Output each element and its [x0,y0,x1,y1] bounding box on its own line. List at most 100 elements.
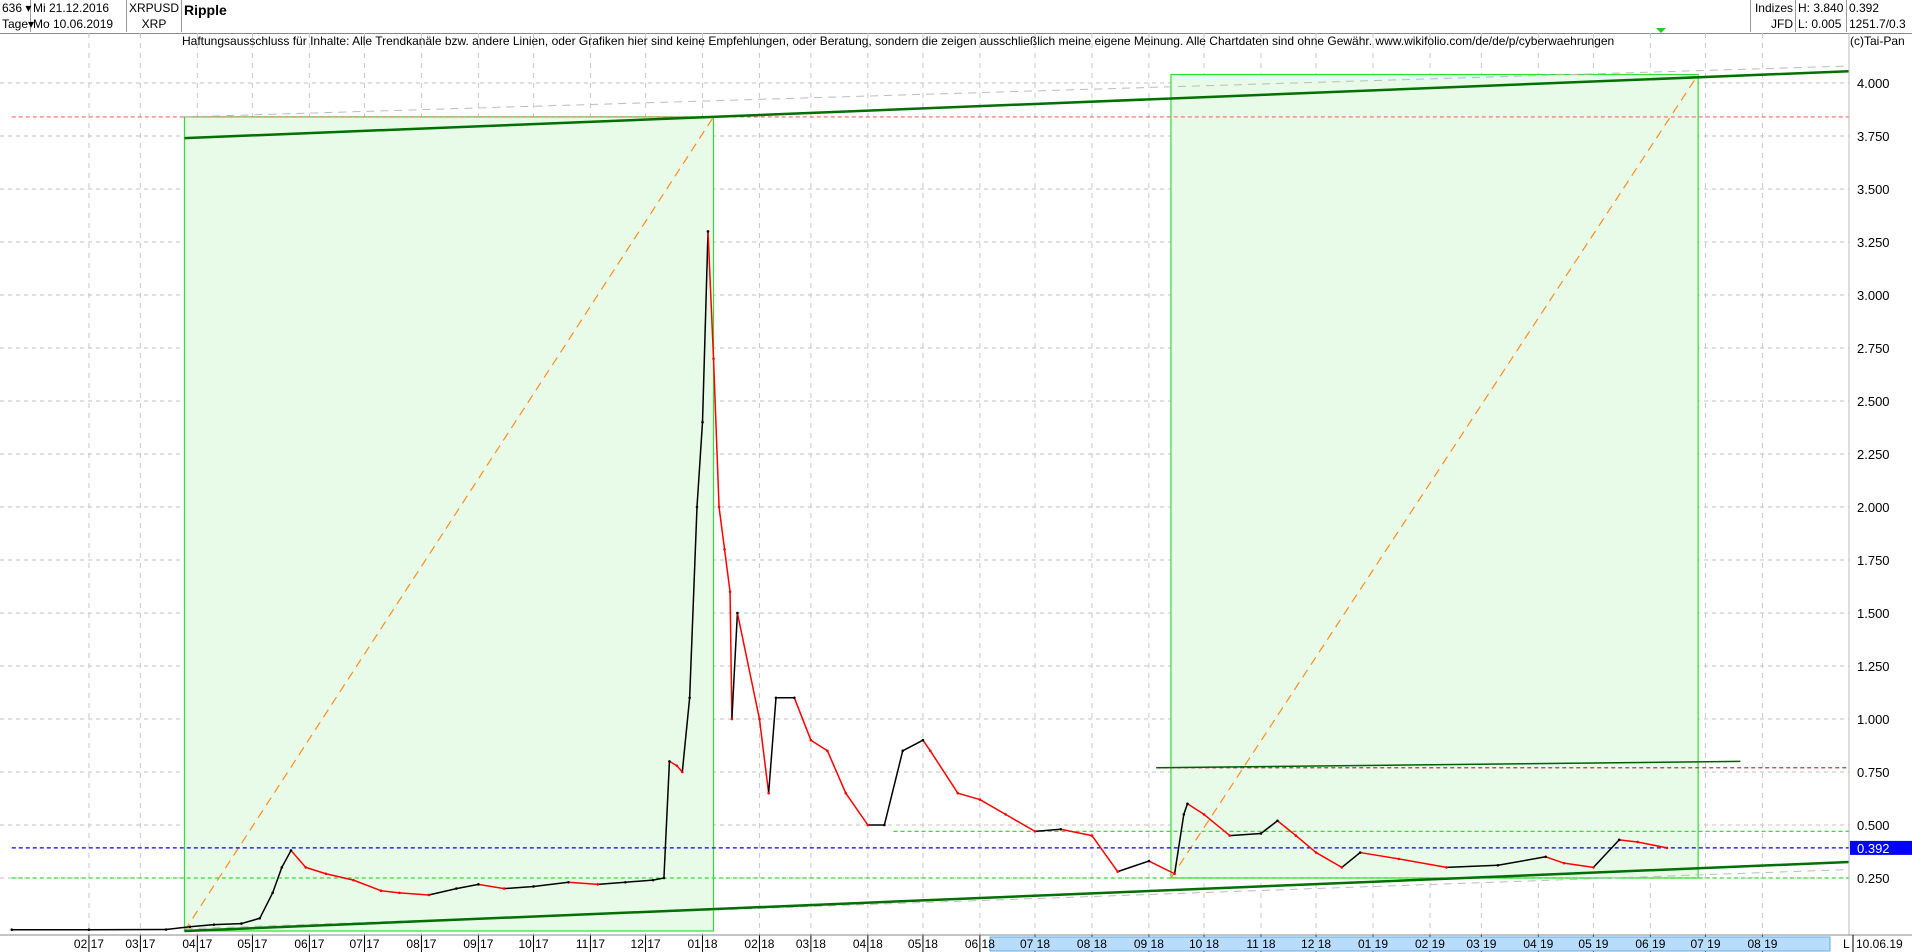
scrollbar[interactable] [989,936,1831,952]
price-point [736,611,739,615]
current-date: 10.06.19 [1856,937,1903,951]
x-tick-label: 09 17 [463,937,493,951]
price-segment [681,697,691,773]
x-tick-label: 07 19 [1690,937,1720,951]
price-segment [305,866,327,875]
price-segment [1187,803,1205,816]
price-point [1202,813,1206,816]
price-point [1445,866,1448,869]
price-segment [1148,860,1175,875]
price-point [706,230,710,233]
y-tick-label: 1.250 [1857,659,1890,674]
symbol-short: XRP [127,16,182,32]
price-segment [568,881,598,886]
price-point [695,505,699,509]
price-segment [399,892,429,896]
x-tick-label: 02 17 [74,937,104,951]
x-tick-label: 10 17 [518,937,548,951]
x-tick-label: 05 18 [908,937,938,951]
price-point [1276,819,1279,823]
price-segment [259,892,274,919]
price-segment [213,922,242,926]
price-point [921,738,925,742]
price-segment [729,591,733,720]
x-tick-label: 03 17 [125,937,155,951]
price-point [1397,857,1401,861]
price-point [675,764,679,767]
x-tick-label: 06 19 [1635,937,1665,951]
price-segment [456,883,479,890]
price-point [1544,855,1547,859]
channel-guide [184,869,1849,930]
price-point [304,866,308,869]
price-segment [1563,862,1594,869]
price-segment [478,883,505,890]
trend-line [184,69,1849,140]
bar-count-select[interactable]: 636 ▾ [2,0,32,16]
price-point [1665,846,1669,850]
price-point [1004,813,1007,816]
price-point [1562,861,1566,865]
price-segment [353,879,382,892]
price-point [258,916,262,920]
y-tick-label: 2.250 [1857,447,1890,462]
price-segment [810,739,828,752]
price-point [651,878,655,882]
price-point [212,923,216,926]
price-segment [1173,814,1185,874]
price-segment [1592,839,1620,868]
price-segment [1360,851,1399,860]
price-segment [290,849,307,868]
x-tick-label: 11 17 [576,937,605,951]
y-tick-label: 3.500 [1857,182,1890,197]
price-segment [707,231,715,359]
price-segment [1497,856,1546,867]
period-select[interactable]: Tage▾ [2,16,35,32]
symbol: XRPUSD [127,0,182,16]
trend-line [184,860,1849,933]
price-segment [325,873,354,881]
price-point [1059,827,1063,831]
price-point [1636,840,1639,844]
price-point [662,876,666,880]
price-point [1340,866,1344,869]
price-point [712,357,715,360]
x-tick-label: 12 18 [1301,937,1331,951]
price-segment [688,506,698,698]
y-tick-label: 4.000 [1857,76,1890,91]
price-segment [731,612,739,720]
price-point [1228,834,1232,837]
price-point [398,891,401,895]
price-point [668,760,671,763]
price-segment [1005,813,1036,833]
price-point [688,696,691,700]
x-tick-label: 05 17 [237,937,267,951]
price-point [188,925,192,929]
x-tick-label: 04 17 [182,937,212,951]
price-point [502,887,506,890]
price-point [1294,834,1298,837]
price-point [883,823,886,827]
price-segment [922,739,931,752]
price-point [164,928,168,931]
x-tick-label: 02 18 [744,937,774,951]
price-point [1314,851,1318,854]
price-segment [736,612,761,720]
price-segment [1637,841,1668,849]
price-point [240,922,243,925]
high-value: H: 3.840 [1796,0,1847,16]
price-segment [1277,820,1297,837]
price-point [624,880,627,884]
price-segment [1117,860,1150,873]
price-point [427,893,431,897]
price-point [87,928,91,932]
end-date[interactable]: Mo 10.06.2019 [31,16,127,32]
x-tick-label: 11 18 [1246,937,1275,951]
start-date[interactable]: Mi 21.12.2016 [31,0,127,16]
price-point [271,891,274,895]
price-point [280,866,284,869]
y-tick-label: 1.000 [1857,712,1890,727]
price-segment [533,881,569,888]
x-tick-label: 08 19 [1747,937,1777,951]
